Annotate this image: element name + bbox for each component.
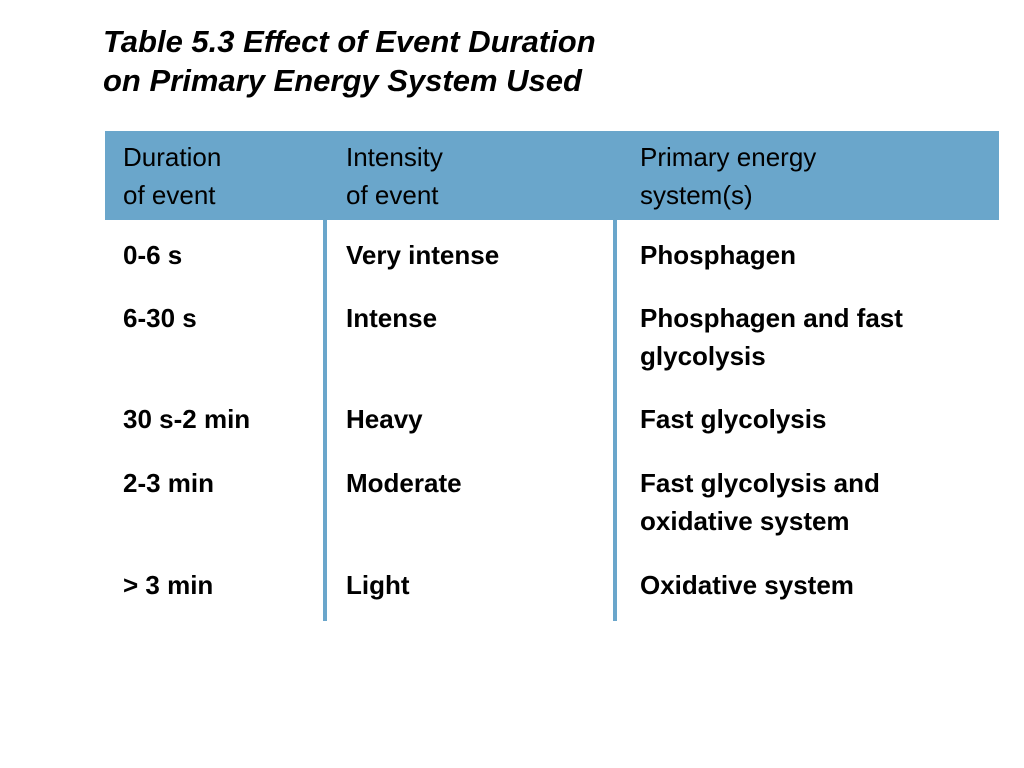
column-header-duration: Duration of event	[123, 142, 222, 210]
row-2-system: Phosphagen and fast glycolysis	[640, 303, 903, 371]
row-1-intensity: Very intense	[346, 240, 500, 270]
column-header-intensity: Intensity of event	[346, 142, 443, 210]
table-title: Table 5.3 Effect of Event Duration on Pr…	[103, 22, 596, 100]
row-5-intensity: Light	[346, 570, 410, 600]
row-1-duration: 0-6 s	[123, 240, 183, 270]
row-5-system: Oxidative system	[640, 570, 854, 600]
table-header-band	[105, 131, 999, 220]
row-4-intensity: Moderate	[346, 468, 462, 498]
row-3-intensity: Heavy	[346, 404, 423, 434]
row-2-intensity: Intense	[346, 303, 438, 333]
column-header-system: Primary energy system(s)	[640, 142, 817, 210]
row-5-duration: > 3 min	[123, 570, 214, 600]
row-4-duration: 2-3 min	[123, 468, 215, 498]
row-1-system: Phosphagen	[640, 240, 797, 270]
column-divider-1	[323, 220, 327, 621]
energy-system-table: Duration of event Intensity of event Pri…	[105, 131, 999, 621]
column-divider-2	[613, 220, 617, 621]
row-3-duration: 30 s-2 min	[123, 404, 251, 434]
row-2-duration: 6-30 s	[123, 303, 197, 333]
table-title-line-2: on Primary Energy System Used	[103, 63, 582, 98]
row-4-system: Fast glycolysis and oxidative system	[640, 468, 880, 536]
row-3-system: Fast glycolysis	[640, 404, 827, 434]
table-title-line-1: Table 5.3 Effect of Event Duration	[103, 24, 596, 59]
